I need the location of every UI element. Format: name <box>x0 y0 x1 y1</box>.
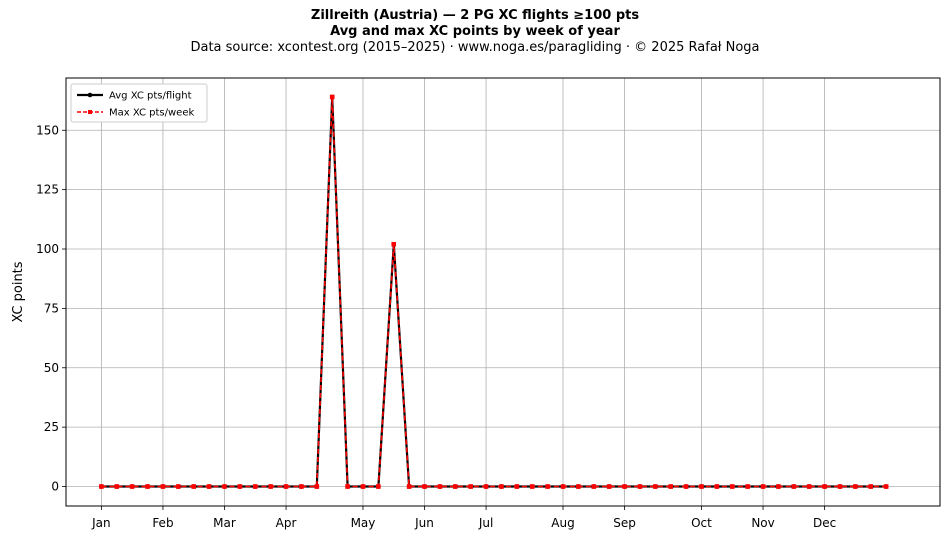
data-point-max <box>837 484 843 489</box>
series-layer <box>99 94 889 489</box>
data-point-max <box>299 484 304 489</box>
data-point-max <box>791 484 797 489</box>
data-point-max <box>283 484 289 489</box>
x-tick-label-dec: Dec <box>813 516 836 530</box>
data-point-max <box>622 484 627 489</box>
y-tick-label: 100 <box>36 242 59 256</box>
x-tick-label-may: May <box>351 516 376 530</box>
data-point-max <box>222 484 227 489</box>
y-tick-label: 75 <box>44 301 59 315</box>
data-point-max <box>529 484 535 489</box>
data-point-max <box>514 484 520 489</box>
x-tick-label-oct: Oct <box>691 516 712 530</box>
y-tick-label: 50 <box>44 361 59 375</box>
legend-box <box>70 83 208 123</box>
data-point-max <box>422 484 427 489</box>
data-point-max <box>176 484 181 489</box>
data-point-max <box>576 484 581 489</box>
series-line-max <box>101 96 887 488</box>
data-point-max <box>637 484 643 489</box>
data-point-max <box>545 484 550 489</box>
plot-frame <box>65 77 941 507</box>
data-point-max <box>699 484 704 489</box>
legend-label-avg: Avg XC pts/flight <box>109 91 192 102</box>
axes: 0 25 50 75 100 125 150 Jan Feb Mar Apr May Jun Jul Aug… <box>36 123 836 530</box>
data-point-max <box>714 484 720 489</box>
data-point-max <box>806 484 812 489</box>
y-tick-label: 0 <box>51 480 59 494</box>
data-point-max <box>160 484 166 489</box>
data-point-max <box>653 484 658 489</box>
grid <box>66 78 940 506</box>
series-line-avg <box>101 95 887 488</box>
data-point-max <box>129 484 135 489</box>
x-tick-label-jun: Jun <box>414 516 434 530</box>
data-point-max <box>191 484 197 489</box>
data-point-max <box>314 484 320 489</box>
data-point-max <box>452 484 458 489</box>
legend-marker-max <box>88 110 92 114</box>
data-point-max <box>745 484 750 489</box>
x-tick-label-jul: Jul <box>478 516 493 530</box>
data-point-max <box>145 484 150 489</box>
data-point-max <box>345 484 350 489</box>
data-point-max <box>883 484 889 489</box>
x-tick-label-mar: Mar <box>213 516 236 530</box>
data-point-max <box>560 484 566 489</box>
legend-label-max: Max XC pts/week <box>109 108 194 119</box>
data-point-max <box>268 484 273 489</box>
chart-title: Zillreith (Austria) — 2 PG XC flights ≥1… <box>310 8 640 23</box>
data-point-max <box>822 484 827 489</box>
data-point-max <box>376 484 381 489</box>
data-point-max <box>468 484 473 489</box>
x-tick-label-aug: Aug <box>551 516 574 530</box>
data-point-max <box>483 484 489 489</box>
chart-source-note: Data source: xcontest.org (2015–2025) · … <box>190 40 760 55</box>
data-point-max <box>206 484 212 489</box>
y-tick-label: 150 <box>36 123 59 137</box>
data-point-max <box>853 484 858 489</box>
x-tick-label-sep: Sep <box>613 516 636 530</box>
data-point-max <box>252 484 258 489</box>
data-point-max <box>360 484 366 489</box>
data-point-max <box>499 484 504 489</box>
data-point-max <box>683 484 689 489</box>
data-point-max <box>591 484 597 489</box>
data-point-max <box>99 484 104 489</box>
data-point-max <box>760 484 766 489</box>
data-point-max <box>606 484 612 489</box>
data-point-max <box>406 484 412 489</box>
y-axis-label: XC points <box>11 261 26 322</box>
legend: Avg XC pts/flight Max XC pts/week <box>70 83 208 123</box>
data-point-max <box>437 484 443 489</box>
x-tick-label-nov: Nov <box>751 516 774 530</box>
data-point-max <box>776 484 781 489</box>
x-tick-label-jan: Jan <box>91 516 111 530</box>
chart-title-block: Zillreith (Austria) — 2 PG XC flights ≥1… <box>0 8 950 56</box>
data-point-max <box>329 94 335 100</box>
data-point-max <box>114 484 120 489</box>
x-tick-label-feb: Feb <box>152 516 173 530</box>
data-point-max <box>868 484 874 489</box>
data-point-max <box>237 484 243 489</box>
data-point-max <box>729 484 735 489</box>
data-point-max <box>668 484 674 489</box>
data-point-max <box>391 241 397 247</box>
legend-marker-avg <box>87 92 93 98</box>
y-tick-label: 125 <box>36 183 59 197</box>
chart-subtitle: Avg and max XC points by week of year <box>330 24 620 39</box>
x-tick-label-apr: Apr <box>276 516 297 530</box>
y-tick-label: 25 <box>44 420 59 434</box>
